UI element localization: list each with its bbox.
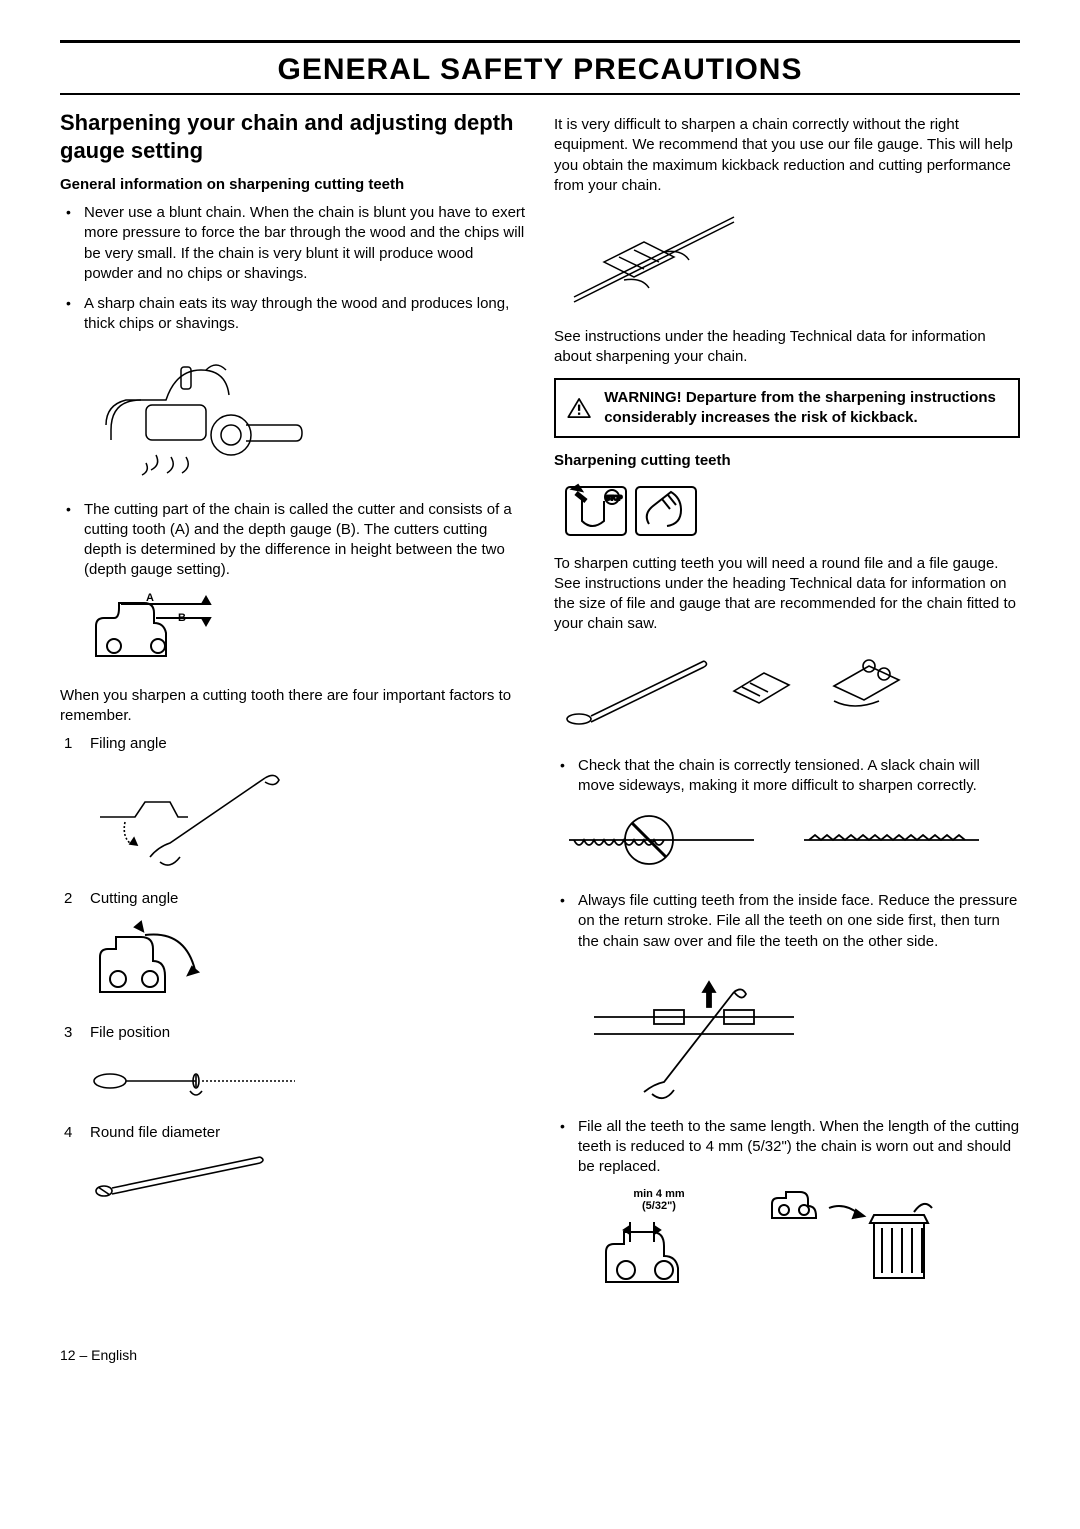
para-recommend-gauge: It is very difficult to sharpen a chain …	[554, 115, 1020, 196]
illustration-filing-angle	[90, 762, 526, 878]
factor-label: Round file diameter	[90, 1124, 220, 1141]
rule-top	[60, 40, 1020, 43]
para-see-technical: See instructions under the heading Techn…	[554, 327, 1020, 368]
bullets-sharpening: Check that the chain is correctly tensio…	[554, 756, 1020, 797]
para-four-factors: When you sharpen a cutting tooth there a…	[60, 686, 526, 727]
factor-item: Round file diameter	[60, 1123, 526, 1213]
factor-item: File position	[60, 1023, 526, 1113]
factor-item: Cutting angle	[60, 889, 526, 1014]
illustration-filing-direction	[584, 962, 1020, 1107]
illustration-chainsaw-chips	[86, 345, 526, 490]
label-a: A	[146, 592, 154, 604]
warning-text: WARNING! Departure from the sharpening i…	[604, 388, 1008, 427]
bullet-item: Check that the chain is correctly tensio…	[554, 756, 1020, 797]
bullet-item: Always file cutting teeth from the insid…	[554, 891, 1020, 952]
factor-item: Filing angle	[60, 734, 526, 879]
factor-label: File position	[90, 1024, 170, 1041]
subheading-general-info: General information on sharpening cuttin…	[60, 176, 526, 193]
label-b: B	[178, 612, 186, 624]
factor-label: Cutting angle	[90, 890, 178, 907]
para-need-file: To sharpen cutting teeth you will need a…	[554, 554, 1020, 635]
bullets-sharpening-3: File all the teeth to the same length. W…	[554, 1117, 1020, 1178]
illustration-stop-hands: STOP	[564, 479, 1020, 544]
illustration-min-length-discard: min 4 mm (5/32")	[594, 1188, 1020, 1297]
bullet-item: Never use a blunt chain. When the chain …	[60, 203, 526, 284]
bullets-general-1: Never use a blunt chain. When the chain …	[60, 203, 526, 335]
bullet-item: The cutting part of the chain is called …	[60, 500, 526, 581]
illustration-cutter-ab: A B	[86, 591, 526, 676]
bullet-item: A sharp chain eats its way through the w…	[60, 294, 526, 335]
illustration-slack-chain	[564, 806, 1020, 881]
illustration-file-position	[90, 1051, 526, 1112]
bullets-general-2: The cutting part of the chain is called …	[60, 500, 526, 581]
warning-icon	[566, 388, 592, 428]
warning-box: WARNING! Departure from the sharpening i…	[554, 378, 1020, 438]
section-heading: Sharpening your chain and adjusting dept…	[60, 109, 526, 164]
bullets-sharpening-2: Always file cutting teeth from the insid…	[554, 891, 1020, 952]
page-footer: 12 – English	[60, 1347, 1020, 1363]
rule-under-title	[60, 93, 1020, 95]
bullet-item: File all the teeth to the same length. W…	[554, 1117, 1020, 1178]
illustration-file-and-gauges	[564, 641, 1020, 746]
page-title: GENERAL SAFETY PRECAUTIONS	[60, 53, 1020, 87]
illustration-file-gauge-on-chain	[564, 202, 1020, 317]
factor-label: Filing angle	[90, 735, 167, 752]
illustration-file-diameter	[90, 1151, 526, 1212]
illustration-cutting-angle	[90, 917, 526, 1013]
min-label-2: (5/32")	[594, 1200, 724, 1212]
subheading-sharpening-teeth: Sharpening cutting teeth	[554, 452, 1020, 469]
svg-text:STOP: STOP	[606, 496, 622, 502]
factors-list: Filing angle	[60, 734, 526, 1212]
min-label-1: min 4 mm	[594, 1188, 724, 1200]
illustration-discard-bin	[764, 1188, 934, 1283]
left-column: Sharpening your chain and adjusting dept…	[60, 109, 526, 1307]
columns: Sharpening your chain and adjusting dept…	[60, 109, 1020, 1307]
right-column: It is very difficult to sharpen a chain …	[554, 109, 1020, 1307]
